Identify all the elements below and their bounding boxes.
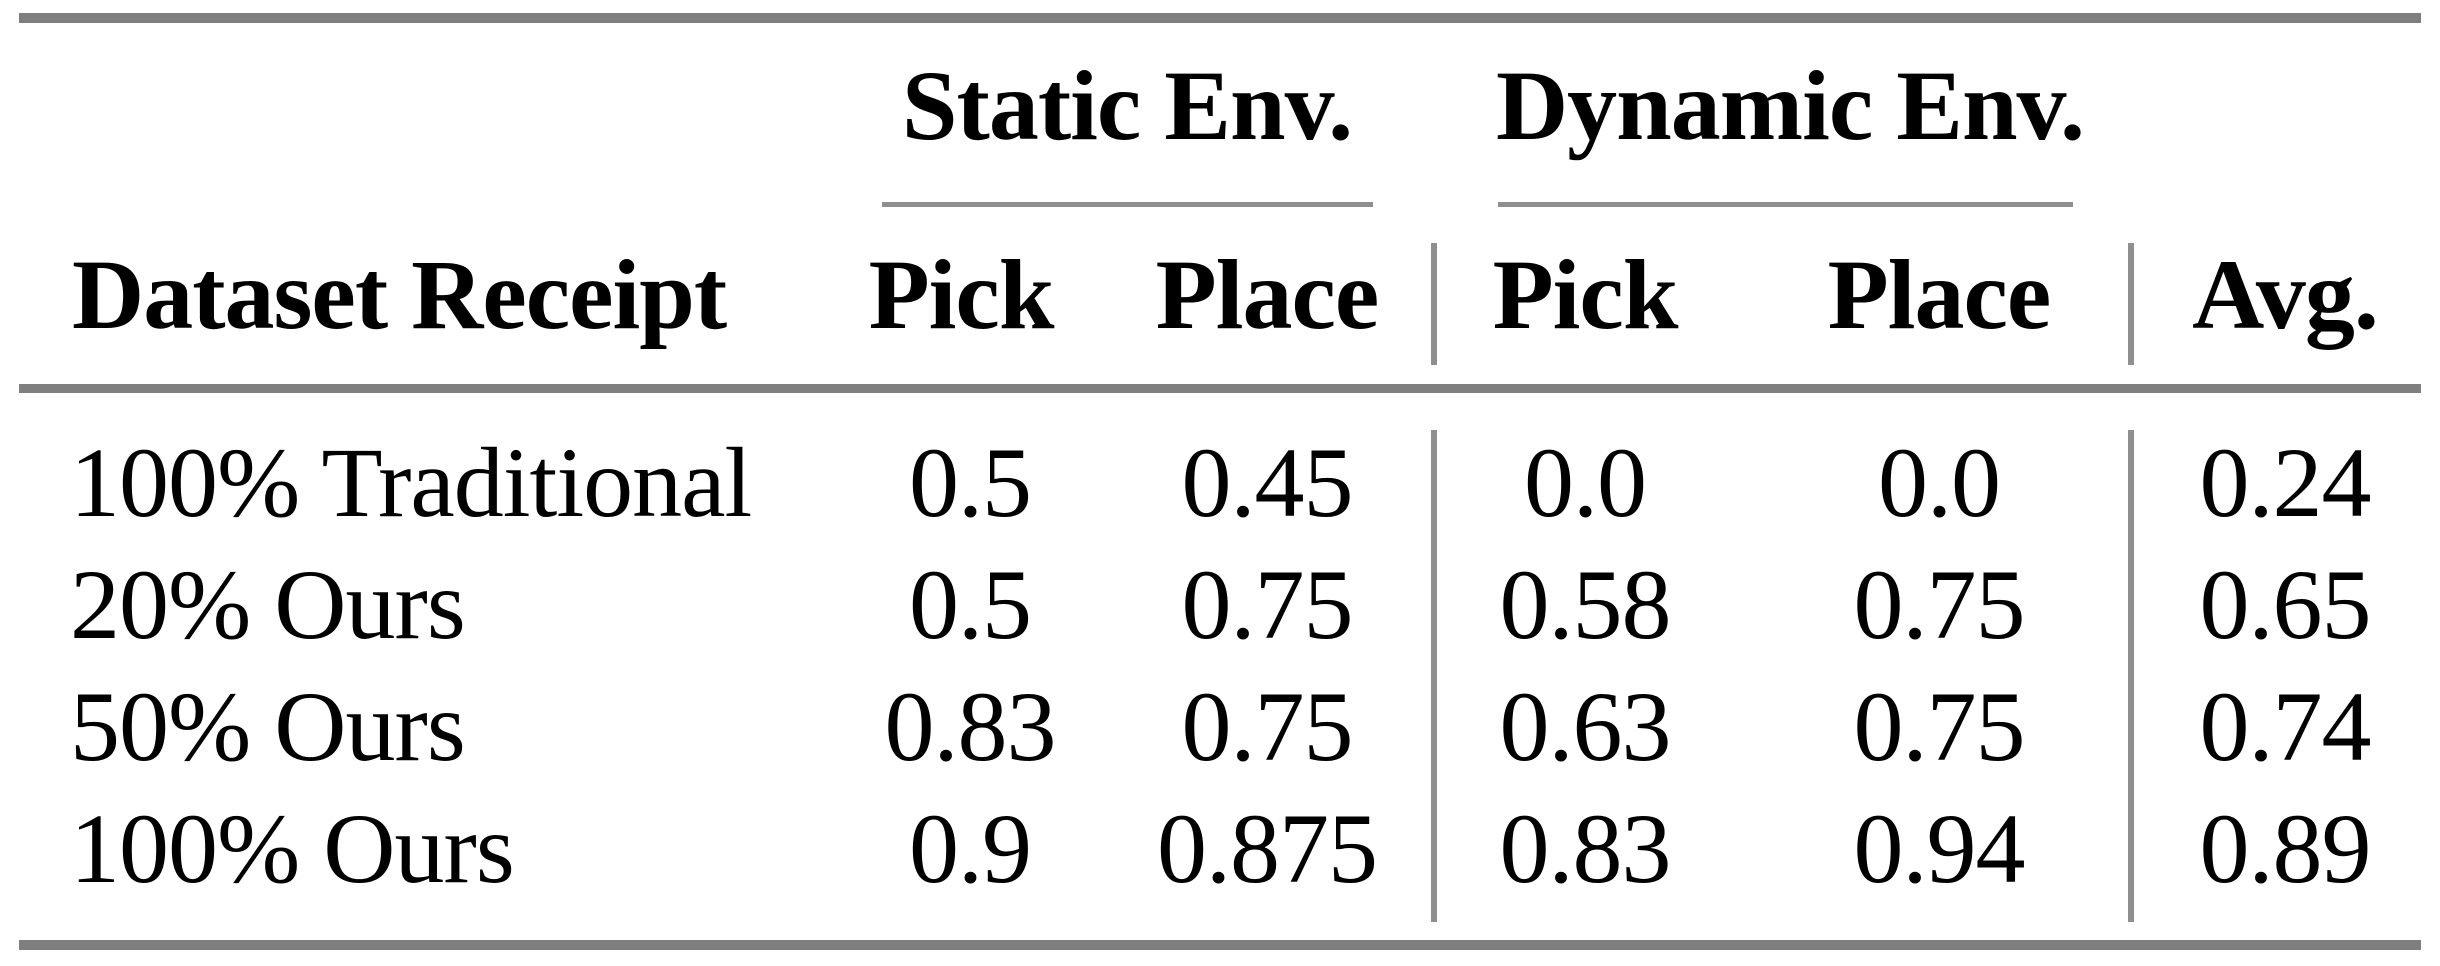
- column-header-avg: Avg.: [2192, 239, 2379, 350]
- group-header-static-env: Static Env.: [901, 50, 1353, 161]
- cell-static-pick: 0.5: [909, 427, 1032, 538]
- cell-avg: 0.65: [2199, 549, 2372, 660]
- cell-dynamic-place: 0.0: [1878, 427, 2001, 538]
- cell-dynamic-pick: 0.0: [1524, 427, 1647, 538]
- cell-static-pick: 0.9: [909, 793, 1032, 904]
- row-label: 50% Ours: [70, 671, 466, 782]
- cell-static-place: 0.75: [1181, 671, 1354, 782]
- cell-static-pick: 0.5: [909, 549, 1032, 660]
- column-header-static-place: Place: [1155, 239, 1380, 350]
- column-header-dynamic-place: Place: [1827, 239, 2052, 350]
- cell-avg: 0.74: [2199, 671, 2372, 782]
- cell-dynamic-place: 0.75: [1853, 671, 2026, 782]
- row-label: 20% Ours: [70, 549, 466, 660]
- vertical-rule-avg-body: [2128, 430, 2134, 922]
- row-label: 100% Ours: [70, 793, 515, 904]
- row-label: 100% Traditional: [70, 427, 752, 538]
- cell-avg: 0.89: [2199, 793, 2372, 904]
- cell-dynamic-place: 0.75: [1853, 549, 2026, 660]
- column-header-static-pick: Pick: [868, 239, 1055, 350]
- vertical-rule-avg-header: [2128, 243, 2134, 365]
- cell-dynamic-pick: 0.63: [1499, 671, 1672, 782]
- column-header-dataset-receipt: Dataset Receipt: [72, 239, 727, 350]
- vertical-rule-static-dynamic-body: [1431, 430, 1437, 922]
- column-header-dynamic-pick: Pick: [1492, 239, 1679, 350]
- cell-static-pick: 0.83: [884, 671, 1057, 782]
- cell-static-place: 0.45: [1181, 427, 1354, 538]
- dynamic-env-cmidrule: [1498, 202, 2073, 207]
- static-env-cmidrule: [882, 202, 1373, 207]
- cell-dynamic-place: 0.94: [1853, 793, 2026, 904]
- cell-static-place: 0.875: [1157, 793, 1378, 904]
- cell-avg: 0.24: [2199, 427, 2372, 538]
- group-header-dynamic-env: Dynamic Env.: [1495, 50, 2085, 161]
- cell-static-place: 0.75: [1181, 549, 1354, 660]
- top-rule: [19, 13, 2421, 23]
- cell-dynamic-pick: 0.83: [1499, 793, 1672, 904]
- vertical-rule-static-dynamic-header: [1431, 243, 1437, 365]
- cell-dynamic-pick: 0.58: [1499, 549, 1672, 660]
- header-midrule: [19, 384, 2421, 393]
- bottom-rule: [19, 940, 2421, 950]
